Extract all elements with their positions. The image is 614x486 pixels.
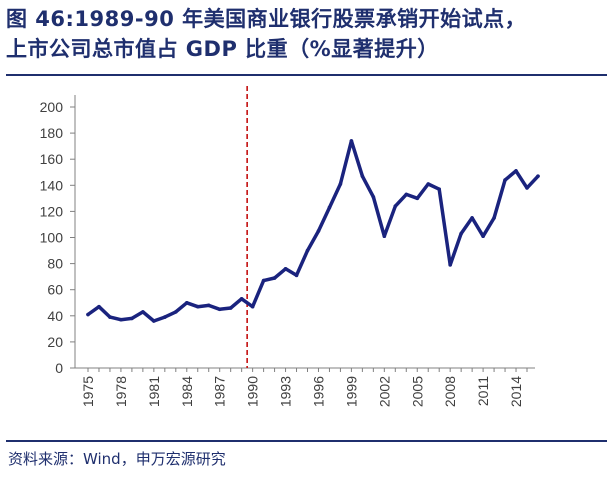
data-point — [316, 229, 321, 233]
title-divider — [6, 74, 607, 76]
data-point — [119, 317, 123, 322]
x-tick-label: 1990 — [245, 376, 261, 407]
data-point — [228, 306, 233, 310]
y-tick-label: 60 — [47, 282, 63, 298]
data-point — [152, 319, 156, 323]
data-point — [459, 231, 463, 236]
data-point — [514, 169, 518, 173]
source-note: 资料来源：Wind，申万宏源研究 — [8, 450, 226, 468]
x-tick-label: 1981 — [146, 376, 162, 407]
series-line — [86, 139, 540, 323]
data-point — [536, 174, 540, 178]
x-tick-label: 1993 — [278, 376, 294, 407]
chart-title-line-1: 图 46:1989-90 年美国商业银行股票承销开始试点， — [6, 7, 527, 31]
data-point — [481, 234, 485, 238]
x-tick-label: 1978 — [113, 376, 129, 407]
data-point — [305, 248, 310, 253]
x-tick-label: 1975 — [80, 376, 96, 407]
data-point — [393, 204, 398, 208]
source-divider — [6, 440, 607, 442]
data-point — [437, 187, 442, 192]
data-point — [448, 263, 452, 267]
x-tick-label: 2011 — [475, 376, 491, 406]
data-point — [338, 182, 343, 186]
x-tick-label: 1984 — [179, 376, 195, 407]
data-point — [415, 196, 420, 201]
y-tick-label: 20 — [47, 334, 63, 350]
y-tick-label: 200 — [40, 99, 64, 115]
x-tick-label: 1996 — [310, 376, 326, 407]
data-point — [404, 192, 409, 197]
data-point — [250, 304, 255, 309]
data-point — [184, 300, 189, 305]
data-point — [130, 316, 134, 321]
data-point — [503, 178, 507, 182]
data-point — [163, 315, 167, 319]
data-point — [217, 307, 222, 312]
data-point — [470, 216, 474, 220]
y-tick-label: 180 — [40, 125, 64, 141]
data-point — [108, 315, 112, 319]
data-point — [195, 304, 200, 309]
data-point — [426, 182, 431, 186]
data-point — [272, 276, 277, 280]
x-tick-label: 2008 — [442, 376, 458, 407]
data-point — [349, 139, 354, 143]
y-tick-label: 140 — [40, 177, 64, 193]
y-tick-label: 80 — [47, 256, 63, 272]
data-point — [239, 297, 244, 301]
data-point — [206, 303, 211, 308]
x-tick-label: 2014 — [508, 376, 524, 407]
y-tick-label: 40 — [47, 308, 63, 324]
y-tick-label: 160 — [40, 151, 64, 167]
y-tick-label: 0 — [55, 360, 63, 376]
x-tick-label: 2002 — [376, 376, 392, 407]
data-point — [174, 310, 178, 314]
data-point — [382, 234, 387, 238]
data-point — [492, 216, 496, 220]
data-point — [86, 312, 90, 317]
data-point — [283, 267, 288, 271]
data-point — [97, 304, 101, 309]
data-point — [525, 186, 529, 190]
y-tick-label: 100 — [40, 230, 64, 246]
chart-title: 图 46:1989-90 年美国商业银行股票承销开始试点， 上市公司总市值占 G… — [6, 4, 606, 64]
data-point — [261, 278, 266, 283]
x-tick-label: 2005 — [409, 376, 425, 407]
chart-title-line-2: 上市公司总市值占 GDP 比重（%显著提升） — [6, 37, 439, 61]
x-tick-label: 1987 — [212, 376, 228, 407]
y-tick-label: 120 — [40, 203, 64, 219]
data-point — [294, 273, 299, 278]
data-point — [141, 310, 145, 314]
x-tick-label: 1999 — [343, 376, 359, 407]
data-point — [371, 195, 376, 199]
data-point — [327, 205, 332, 210]
data-point — [360, 174, 365, 178]
